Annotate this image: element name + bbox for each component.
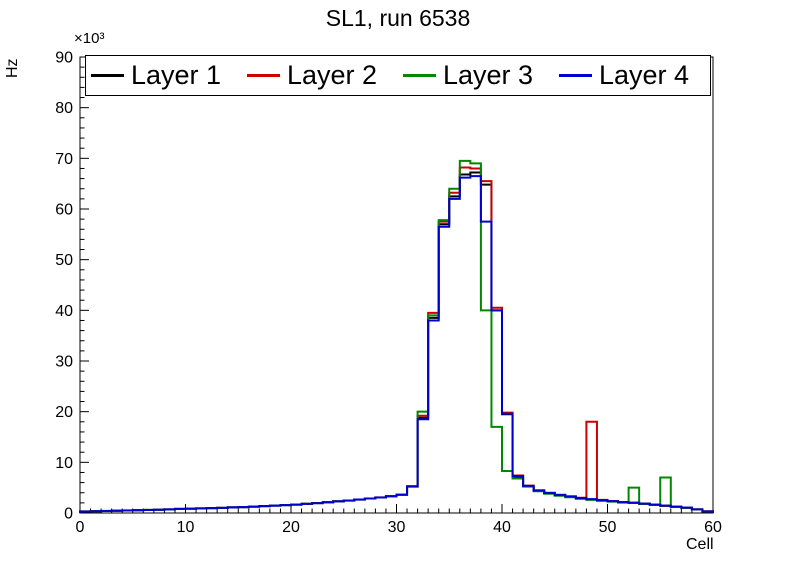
y-axis-multiplier-label: ×10³ [74,30,105,47]
legend-entry-layer-2: Layer 2 [242,56,398,95]
legend-entry-layer-3: Layer 3 [398,56,554,95]
y-tick-label: 40 [55,303,73,320]
y-tick-label: 50 [55,252,73,269]
legend-label-layer-4: Layer 4 [599,60,690,90]
y-tick-label: 80 [55,100,73,117]
x-axis-title: Cell [686,536,714,553]
x-tick-label: 50 [599,519,617,536]
x-tick-label: 20 [282,519,300,536]
y-axis-title: Hz [4,58,21,78]
legend-line-layer-4 [559,74,592,77]
legend-entry-layer-1: Layer 1 [86,56,242,95]
chart-title: SL1, run 6538 [325,5,471,31]
series-path-layer-4 [79,175,714,513]
x-tick-label: 30 [388,519,406,536]
y-tick-label: 90 [55,50,73,67]
legend-line-layer-1 [91,74,124,77]
y-tick-label: 20 [55,404,73,421]
y-tick-label: 30 [55,354,73,371]
y-tick-label: 10 [55,455,73,472]
legend-line-layer-3 [403,74,436,77]
x-tick-label: 40 [493,519,511,536]
x-tick-label: 0 [76,519,85,536]
y-tick-label: 70 [55,151,73,168]
legend-line-layer-2 [247,74,280,77]
x-tick-label: 60 [704,519,722,536]
legend-label-layer-1: Layer 1 [131,60,222,90]
legend-label-layer-2: Layer 2 [287,60,378,90]
plot-frame [79,56,714,514]
legend-entry-layer-4: Layer 4 [554,56,710,95]
legend-label-layer-3: Layer 3 [443,60,534,90]
series-path-layer-2 [79,166,714,513]
x-tick-label: 10 [177,519,195,536]
legend: Layer 1 Layer 2 Layer 3 Layer 4 [85,55,711,96]
series-path-layer-3 [79,159,714,513]
series-path-layer-1 [79,171,714,513]
y-tick-label: 0 [64,506,73,523]
y-tick-label: 60 [55,202,73,219]
y-axis: 0 10 20 30 40 50 60 70 80 90 [55,50,89,523]
